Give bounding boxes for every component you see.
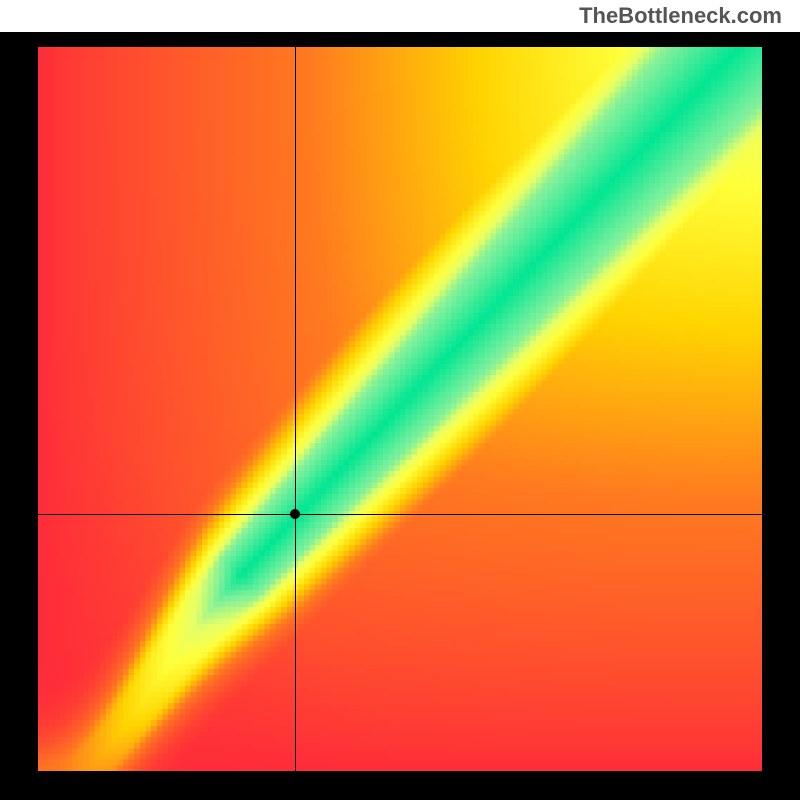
operating-point-marker (290, 509, 300, 519)
plot-area (38, 47, 762, 771)
chart-container: TheBottleneck.com (0, 0, 800, 800)
heatmap-canvas (38, 47, 762, 771)
attribution-text: TheBottleneck.com (579, 3, 782, 28)
attribution-bar: TheBottleneck.com (0, 0, 800, 32)
plot-frame (0, 32, 800, 800)
crosshair-horizontal (38, 514, 762, 515)
crosshair-vertical (295, 47, 296, 771)
